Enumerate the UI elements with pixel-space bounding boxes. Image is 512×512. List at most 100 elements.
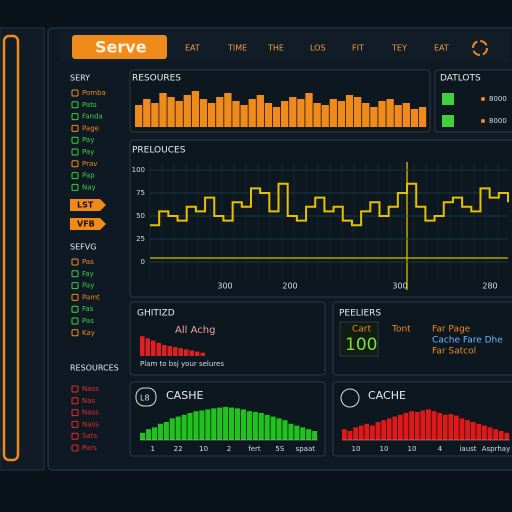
x-label: 1: [150, 445, 154, 453]
sidebar-item[interactable]: Pas: [82, 258, 94, 266]
sidebar-item[interactable]: Fanda: [82, 113, 103, 121]
x-label: 4: [438, 445, 443, 453]
bar: [498, 431, 504, 440]
item-icon: [71, 305, 79, 313]
logo-tab[interactable]: [72, 35, 167, 59]
bar: [258, 413, 264, 440]
bar: [329, 99, 337, 127]
bar: [252, 411, 258, 440]
sidebar-item[interactable]: Nass: [82, 409, 99, 417]
bar: [313, 103, 321, 127]
item-icon: [71, 420, 79, 428]
bar: [454, 415, 459, 440]
sidebar-item[interactable]: Fas: [82, 305, 94, 313]
bar: [410, 109, 419, 127]
sidebar-item[interactable]: Pay: [82, 148, 94, 156]
bar: [493, 429, 498, 440]
sidebar-item[interactable]: Pats: [82, 101, 97, 109]
bar: [157, 423, 163, 440]
bar: [321, 105, 329, 127]
bar: [151, 340, 156, 356]
bar: [448, 414, 454, 440]
sidebar-item[interactable]: Kay: [82, 329, 95, 337]
item-icon: [71, 101, 79, 109]
bar: [246, 411, 252, 440]
bar: [151, 103, 159, 127]
item-icon: [71, 282, 79, 290]
bar: [191, 91, 200, 127]
item-icon: [71, 385, 79, 393]
bar: [345, 95, 354, 127]
column-label: Tont: [391, 325, 411, 335]
bar: [403, 413, 409, 440]
bar: [229, 407, 235, 440]
sidebar-item[interactable]: Nass: [82, 420, 99, 428]
bar: [375, 422, 381, 440]
y-tick-label: 100: [132, 166, 145, 174]
x-label: 10: [380, 445, 389, 453]
sidebar-item[interactable]: Pap: [82, 172, 95, 180]
bar: [240, 105, 248, 127]
bar: [162, 345, 167, 356]
menu-item[interactable]: THE: [267, 44, 284, 53]
menu-item[interactable]: FIT: [352, 44, 364, 53]
item-icon: [71, 329, 79, 337]
item-icon: [71, 172, 79, 180]
bar: [248, 99, 256, 127]
sidebar-item[interactable]: Nas: [82, 397, 96, 405]
section-title: SEFVG: [70, 243, 96, 252]
bar: [181, 414, 187, 440]
menu-item[interactable]: TIME: [227, 44, 247, 53]
item-icon: [71, 113, 79, 121]
sidebar-item[interactable]: Pay: [82, 136, 94, 144]
item-icon: [71, 270, 79, 278]
bar: [264, 414, 270, 440]
sidebar-item[interactable]: Nay: [82, 183, 96, 191]
item-icon: [71, 160, 79, 168]
menu-item[interactable]: EAT: [185, 44, 200, 53]
bar: [135, 105, 143, 127]
sidebar-item[interactable]: Pars: [82, 444, 97, 452]
sidebar-item[interactable]: Pas: [82, 317, 94, 325]
bar: [175, 101, 183, 127]
status-dot: [481, 119, 485, 123]
rail-accent: [2, 34, 20, 462]
sidebar-item[interactable]: Pomba: [82, 89, 106, 97]
sidebar-item[interactable]: Prav: [82, 160, 97, 168]
datlots-panel: [434, 69, 512, 133]
tag-button[interactable]: [70, 199, 106, 211]
status-square: [442, 93, 454, 105]
panel-title: RESOURES: [132, 74, 181, 84]
menu-item[interactable]: TEY: [391, 44, 407, 53]
bar: [459, 418, 465, 440]
sidebar-item[interactable]: Nass: [82, 385, 99, 393]
button-label: VFB: [77, 220, 95, 229]
bar: [217, 407, 223, 440]
peeliers-panel: [332, 301, 512, 376]
sidebar-item[interactable]: Pamt: [82, 293, 100, 301]
item-icon: [71, 124, 79, 132]
section-title: SERY: [70, 74, 90, 83]
tag-button[interactable]: [70, 218, 106, 230]
panel-title: GHITIZD: [137, 309, 175, 319]
bar: [364, 423, 370, 440]
sidebar-item[interactable]: Sats: [82, 432, 97, 440]
sidebar-item[interactable]: Pay: [82, 282, 94, 290]
y-tick-label: 25: [136, 235, 145, 243]
y-tick-label: 75: [136, 189, 145, 197]
menu-item[interactable]: LOS: [310, 44, 326, 53]
bar: [187, 413, 193, 440]
item-icon: [71, 258, 79, 266]
menu-item[interactable]: EAT: [434, 44, 449, 53]
bar: [337, 101, 346, 127]
bar: [178, 348, 183, 356]
status-value: 8000: [489, 95, 507, 103]
item-icon: [71, 293, 79, 301]
sidebar-item[interactable]: Page: [82, 124, 99, 132]
sidebar-item[interactable]: Fay: [82, 270, 94, 278]
bar: [386, 99, 394, 127]
refresh-icon[interactable]: [472, 40, 488, 56]
bar: [223, 406, 229, 440]
x-label: spaat: [296, 445, 316, 453]
item-icon: [71, 148, 79, 156]
